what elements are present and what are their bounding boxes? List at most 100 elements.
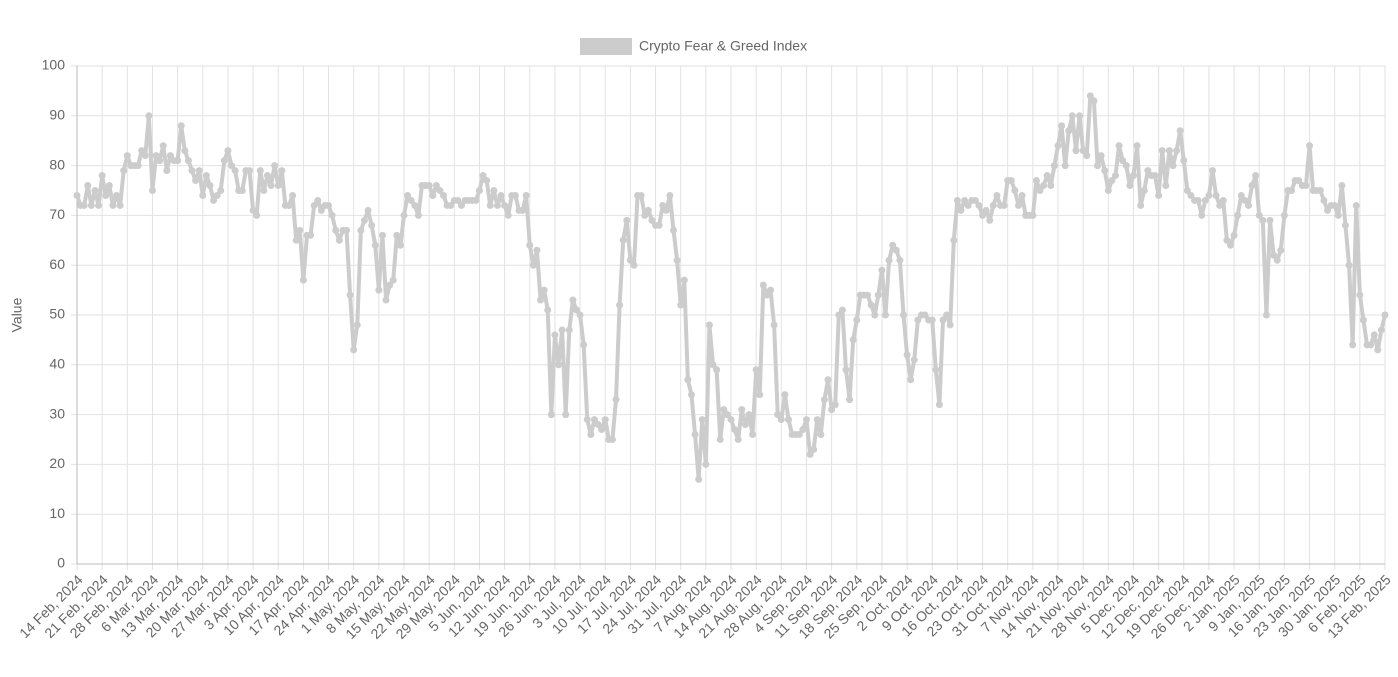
data-point[interactable] (1061, 162, 1069, 170)
data-point[interactable] (440, 191, 448, 199)
data-point[interactable] (648, 216, 656, 224)
data-point[interactable] (382, 296, 390, 304)
data-point[interactable] (486, 201, 494, 209)
data-point[interactable] (407, 196, 415, 204)
data-point[interactable] (1097, 152, 1105, 160)
data-point[interactable] (673, 256, 681, 264)
data-point[interactable] (429, 191, 437, 199)
data-point[interactable] (961, 196, 969, 204)
data-point[interactable] (368, 221, 376, 229)
data-point[interactable] (713, 366, 721, 374)
data-point[interactable] (878, 266, 886, 274)
data-point[interactable] (738, 406, 746, 414)
data-point[interactable] (245, 167, 253, 175)
data-point[interactable] (551, 331, 559, 339)
data-point[interactable] (784, 416, 792, 424)
data-point[interactable] (720, 406, 728, 414)
data-point[interactable] (971, 196, 979, 204)
data-point[interactable] (989, 201, 997, 209)
data-point[interactable] (393, 231, 401, 239)
data-point[interactable] (1054, 142, 1062, 150)
data-point[interactable] (123, 152, 131, 160)
data-point[interactable] (1122, 162, 1130, 170)
data-point[interactable] (874, 291, 882, 299)
data-point[interactable] (483, 177, 491, 185)
data-point[interactable] (145, 112, 153, 120)
data-point[interactable] (192, 177, 200, 185)
data-point[interactable] (928, 316, 936, 324)
data-point[interactable] (598, 426, 606, 434)
data-point[interactable] (964, 201, 972, 209)
data-point[interactable] (116, 201, 124, 209)
data-point[interactable] (533, 246, 541, 254)
data-point[interactable] (691, 431, 699, 439)
data-point[interactable] (91, 187, 99, 194)
data-point[interactable] (655, 221, 663, 229)
data-point[interactable] (504, 211, 512, 219)
data-point[interactable] (1320, 196, 1328, 204)
data-point[interactable] (587, 431, 595, 439)
data-point[interactable] (163, 167, 171, 175)
data-point[interactable] (278, 167, 286, 175)
data-point[interactable] (630, 261, 638, 269)
data-point[interactable] (1219, 196, 1227, 204)
data-point[interactable] (1126, 182, 1134, 190)
data-point[interactable] (148, 187, 156, 194)
data-point[interactable] (824, 376, 832, 384)
data-point[interactable] (87, 201, 95, 209)
data-point[interactable] (1140, 187, 1148, 194)
data-point[interactable] (659, 201, 667, 209)
data-point[interactable] (224, 147, 232, 155)
data-point[interactable] (332, 226, 340, 234)
data-point[interactable] (608, 436, 616, 443)
data-point[interactable] (346, 291, 354, 299)
data-point[interactable] (1280, 211, 1288, 219)
data-point[interactable] (289, 191, 297, 199)
data-point[interactable] (734, 436, 742, 443)
data-point[interactable] (1216, 201, 1224, 209)
data-point[interactable] (1341, 221, 1349, 229)
data-point[interactable] (1334, 211, 1342, 219)
data-point[interactable] (195, 167, 203, 175)
data-point[interactable] (565, 326, 573, 334)
data-point[interactable] (910, 356, 918, 364)
data-point[interactable] (1230, 231, 1238, 239)
data-point[interactable] (774, 411, 782, 419)
data-point[interactable] (709, 361, 717, 369)
data-point[interactable] (899, 311, 907, 319)
data-point[interactable] (1273, 256, 1281, 264)
data-point[interactable] (396, 241, 404, 249)
data-point[interactable] (105, 182, 113, 190)
data-point[interactable] (156, 157, 164, 165)
data-point[interactable] (882, 311, 890, 319)
data-point[interactable] (1198, 211, 1206, 219)
data-point[interactable] (1352, 201, 1360, 209)
data-point[interactable] (220, 157, 228, 165)
data-point[interactable] (1043, 172, 1051, 180)
data-point[interactable] (1374, 346, 1382, 354)
data-point[interactable] (210, 196, 218, 204)
data-point[interactable] (238, 187, 246, 194)
data-point[interactable] (404, 191, 412, 199)
data-point[interactable] (1345, 261, 1353, 269)
data-point[interactable] (986, 216, 994, 224)
data-point[interactable] (572, 306, 580, 314)
data-point[interactable] (98, 172, 106, 180)
data-point[interactable] (1068, 112, 1076, 120)
data-point[interactable] (702, 460, 710, 468)
data-point[interactable] (501, 201, 509, 209)
data-point[interactable] (457, 201, 465, 209)
data-point[interactable] (296, 226, 304, 234)
data-point[interactable] (497, 191, 505, 199)
data-point[interactable] (1090, 97, 1098, 105)
data-point[interactable] (903, 351, 911, 359)
data-point[interactable] (335, 236, 343, 244)
data-point[interactable] (684, 376, 692, 384)
data-point[interactable] (716, 436, 724, 443)
data-point[interactable] (558, 326, 566, 334)
data-point[interactable] (723, 411, 731, 419)
data-point[interactable] (1072, 147, 1080, 155)
data-point[interactable] (799, 426, 807, 434)
data-point[interactable] (529, 261, 537, 269)
data-point[interactable] (1151, 172, 1159, 180)
